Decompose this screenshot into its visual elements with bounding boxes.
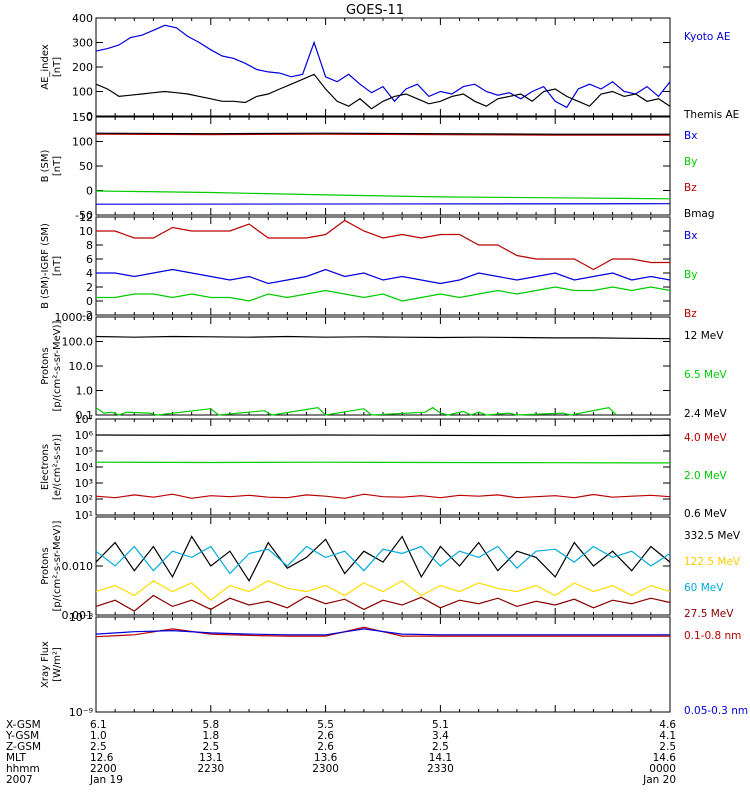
series-line-bigrf-1 <box>96 287 670 301</box>
series-line-protons_high-0 <box>96 537 670 581</box>
series-line-protons_low-1 <box>96 408 616 415</box>
ytick-label-bigrf: 6 <box>86 253 93 266</box>
ytick-label-protons_low: 1.0 <box>76 385 94 398</box>
ytick-label-xray: 10⁻⁸ <box>69 611 94 624</box>
ylabel-protons_low: Protons <box>40 347 51 384</box>
legend-label-electrons-2: 0.6 MeV <box>684 508 728 520</box>
ylabel-protons_high: [p/(cm²-s-sr-MeV)] <box>52 520 63 611</box>
ylabel-xray: Xray Flux <box>40 641 51 688</box>
axis-row-label: 2007 <box>6 774 33 786</box>
ytick-label-ae: 200 <box>72 61 93 74</box>
legend-label-b-1: By <box>684 156 697 168</box>
ytick-label-electrons: 10⁵ <box>75 445 93 458</box>
series-line-protons_high-1 <box>96 581 670 600</box>
series-line-bigrf-2 <box>96 221 670 270</box>
legend-label-ae-0: Kyoto AE <box>684 31 730 43</box>
legend-label-protons_low-2: 2.4 MeV <box>684 408 728 420</box>
ylabel-electrons: [e/(cm²-s-sr)] <box>52 434 63 500</box>
axis-cell: Jan 20 <box>642 774 676 786</box>
ytick-label-b: 100 <box>72 136 93 149</box>
legend-label-protons_high-3: 27.5 MeV <box>684 608 734 620</box>
axis-cell: 2300 <box>312 763 339 775</box>
series-line-electrons-1 <box>96 462 670 463</box>
legend-label-xray-0: 0.1-0.8 nm <box>684 630 741 642</box>
ytick-label-ae: 300 <box>72 37 93 50</box>
series-line-b-0 <box>96 204 670 205</box>
legend-label-protons_high-0: 332.5 MeV <box>684 530 741 542</box>
ytick-label-b: 0 <box>86 185 93 198</box>
legend-label-protons_high-2: 60 MeV <box>684 582 724 594</box>
legend-label-protons_low-1: 6.5 MeV <box>684 369 728 381</box>
ytick-label-ae: 100 <box>72 86 93 99</box>
series-line-electrons-2 <box>96 435 670 436</box>
ytick-label-xray: 10⁻⁹ <box>69 706 93 719</box>
legend-label-b-0: Bx <box>684 130 697 142</box>
series-line-ae-0 <box>96 25 670 107</box>
ylabel-protons_low: [p/(cm²-s-sr-MeV)] <box>52 320 63 411</box>
legend-label-protons_low-0: 12 MeV <box>684 330 724 342</box>
ylabel-protons_high: Protons <box>40 547 51 584</box>
axis-cell: 2230 <box>197 763 224 775</box>
legend-label-bigrf-1: By <box>684 269 697 281</box>
series-line-protons_high-3 <box>96 596 670 612</box>
ytick-label-electrons: 10¹ <box>75 509 93 522</box>
ytick-label-electrons: 10⁷ <box>75 413 93 426</box>
ylabel-bigrf: B (SM)-IGRF (SM) <box>40 223 51 309</box>
ytick-label-bigrf: 10 <box>79 225 93 238</box>
axis-cell: 2330 <box>427 763 454 775</box>
panel-frame-bigrf <box>96 217 670 315</box>
ytick-label-electrons: 10⁴ <box>75 461 94 474</box>
panel-frame-electrons <box>96 419 670 515</box>
ytick-label-b: 150 <box>72 111 93 124</box>
ytick-label-electrons: 10² <box>75 493 93 506</box>
ytick-label-protons_low: 100.0 <box>62 336 94 349</box>
ytick-label-protons_high: 0.010 <box>62 560 94 573</box>
legend-label-bigrf-2: Bz <box>684 308 697 320</box>
ylabel-electrons: Electrons <box>40 444 51 490</box>
plot-title: GOES-11 <box>346 3 404 18</box>
ytick-label-bigrf: 12 <box>79 211 93 224</box>
ytick-label-electrons: 10⁶ <box>75 429 94 442</box>
legend-label-ae-1: Themis AE <box>683 109 739 121</box>
ylabel-b: B (SM) <box>40 149 51 182</box>
legend-label-xray-1: 0.05-0.3 nm <box>684 705 748 717</box>
panel-frame-protons_low <box>96 317 670 415</box>
ytick-label-bigrf: 4 <box>86 267 93 280</box>
legend-label-b-2: Bz <box>684 182 697 194</box>
ylabel-ae: AE_index <box>40 44 51 90</box>
series-line-electrons-0 <box>96 494 670 498</box>
legend-label-bigrf-0: Bx <box>684 230 697 242</box>
ylabel-ae: [nT] <box>52 57 63 77</box>
ytick-label-protons_low: 10.0 <box>69 360 94 373</box>
series-line-ae-1 <box>96 74 670 108</box>
ylabel-b: [nT] <box>52 156 63 176</box>
ylabel-bigrf: [nT] <box>52 256 63 276</box>
ytick-label-bigrf: 2 <box>86 281 93 294</box>
series-line-protons_high-2 <box>96 547 670 574</box>
axis-cell: Jan 19 <box>89 774 123 786</box>
legend-label-electrons-1: 2.0 MeV <box>684 470 728 482</box>
ylabel-xray: [W/m²] <box>52 647 63 682</box>
ytick-label-bigrf: 8 <box>86 239 93 252</box>
panel-frame-b <box>96 117 670 215</box>
series-line-bigrf-0 <box>96 270 670 284</box>
legend-label-protons_high-1: 122.5 MeV <box>684 556 741 568</box>
legend-label-b-3: Bmag <box>684 208 715 220</box>
legend-label-electrons-0: 4.0 MeV <box>684 432 728 444</box>
series-line-b-1 <box>96 191 670 199</box>
ytick-label-b: 50 <box>79 160 93 173</box>
ytick-label-bigrf: 0 <box>86 295 93 308</box>
series-line-protons_low-0 <box>96 337 670 339</box>
ytick-label-electrons: 10³ <box>75 477 93 490</box>
ytick-label-ae: 400 <box>72 12 93 25</box>
